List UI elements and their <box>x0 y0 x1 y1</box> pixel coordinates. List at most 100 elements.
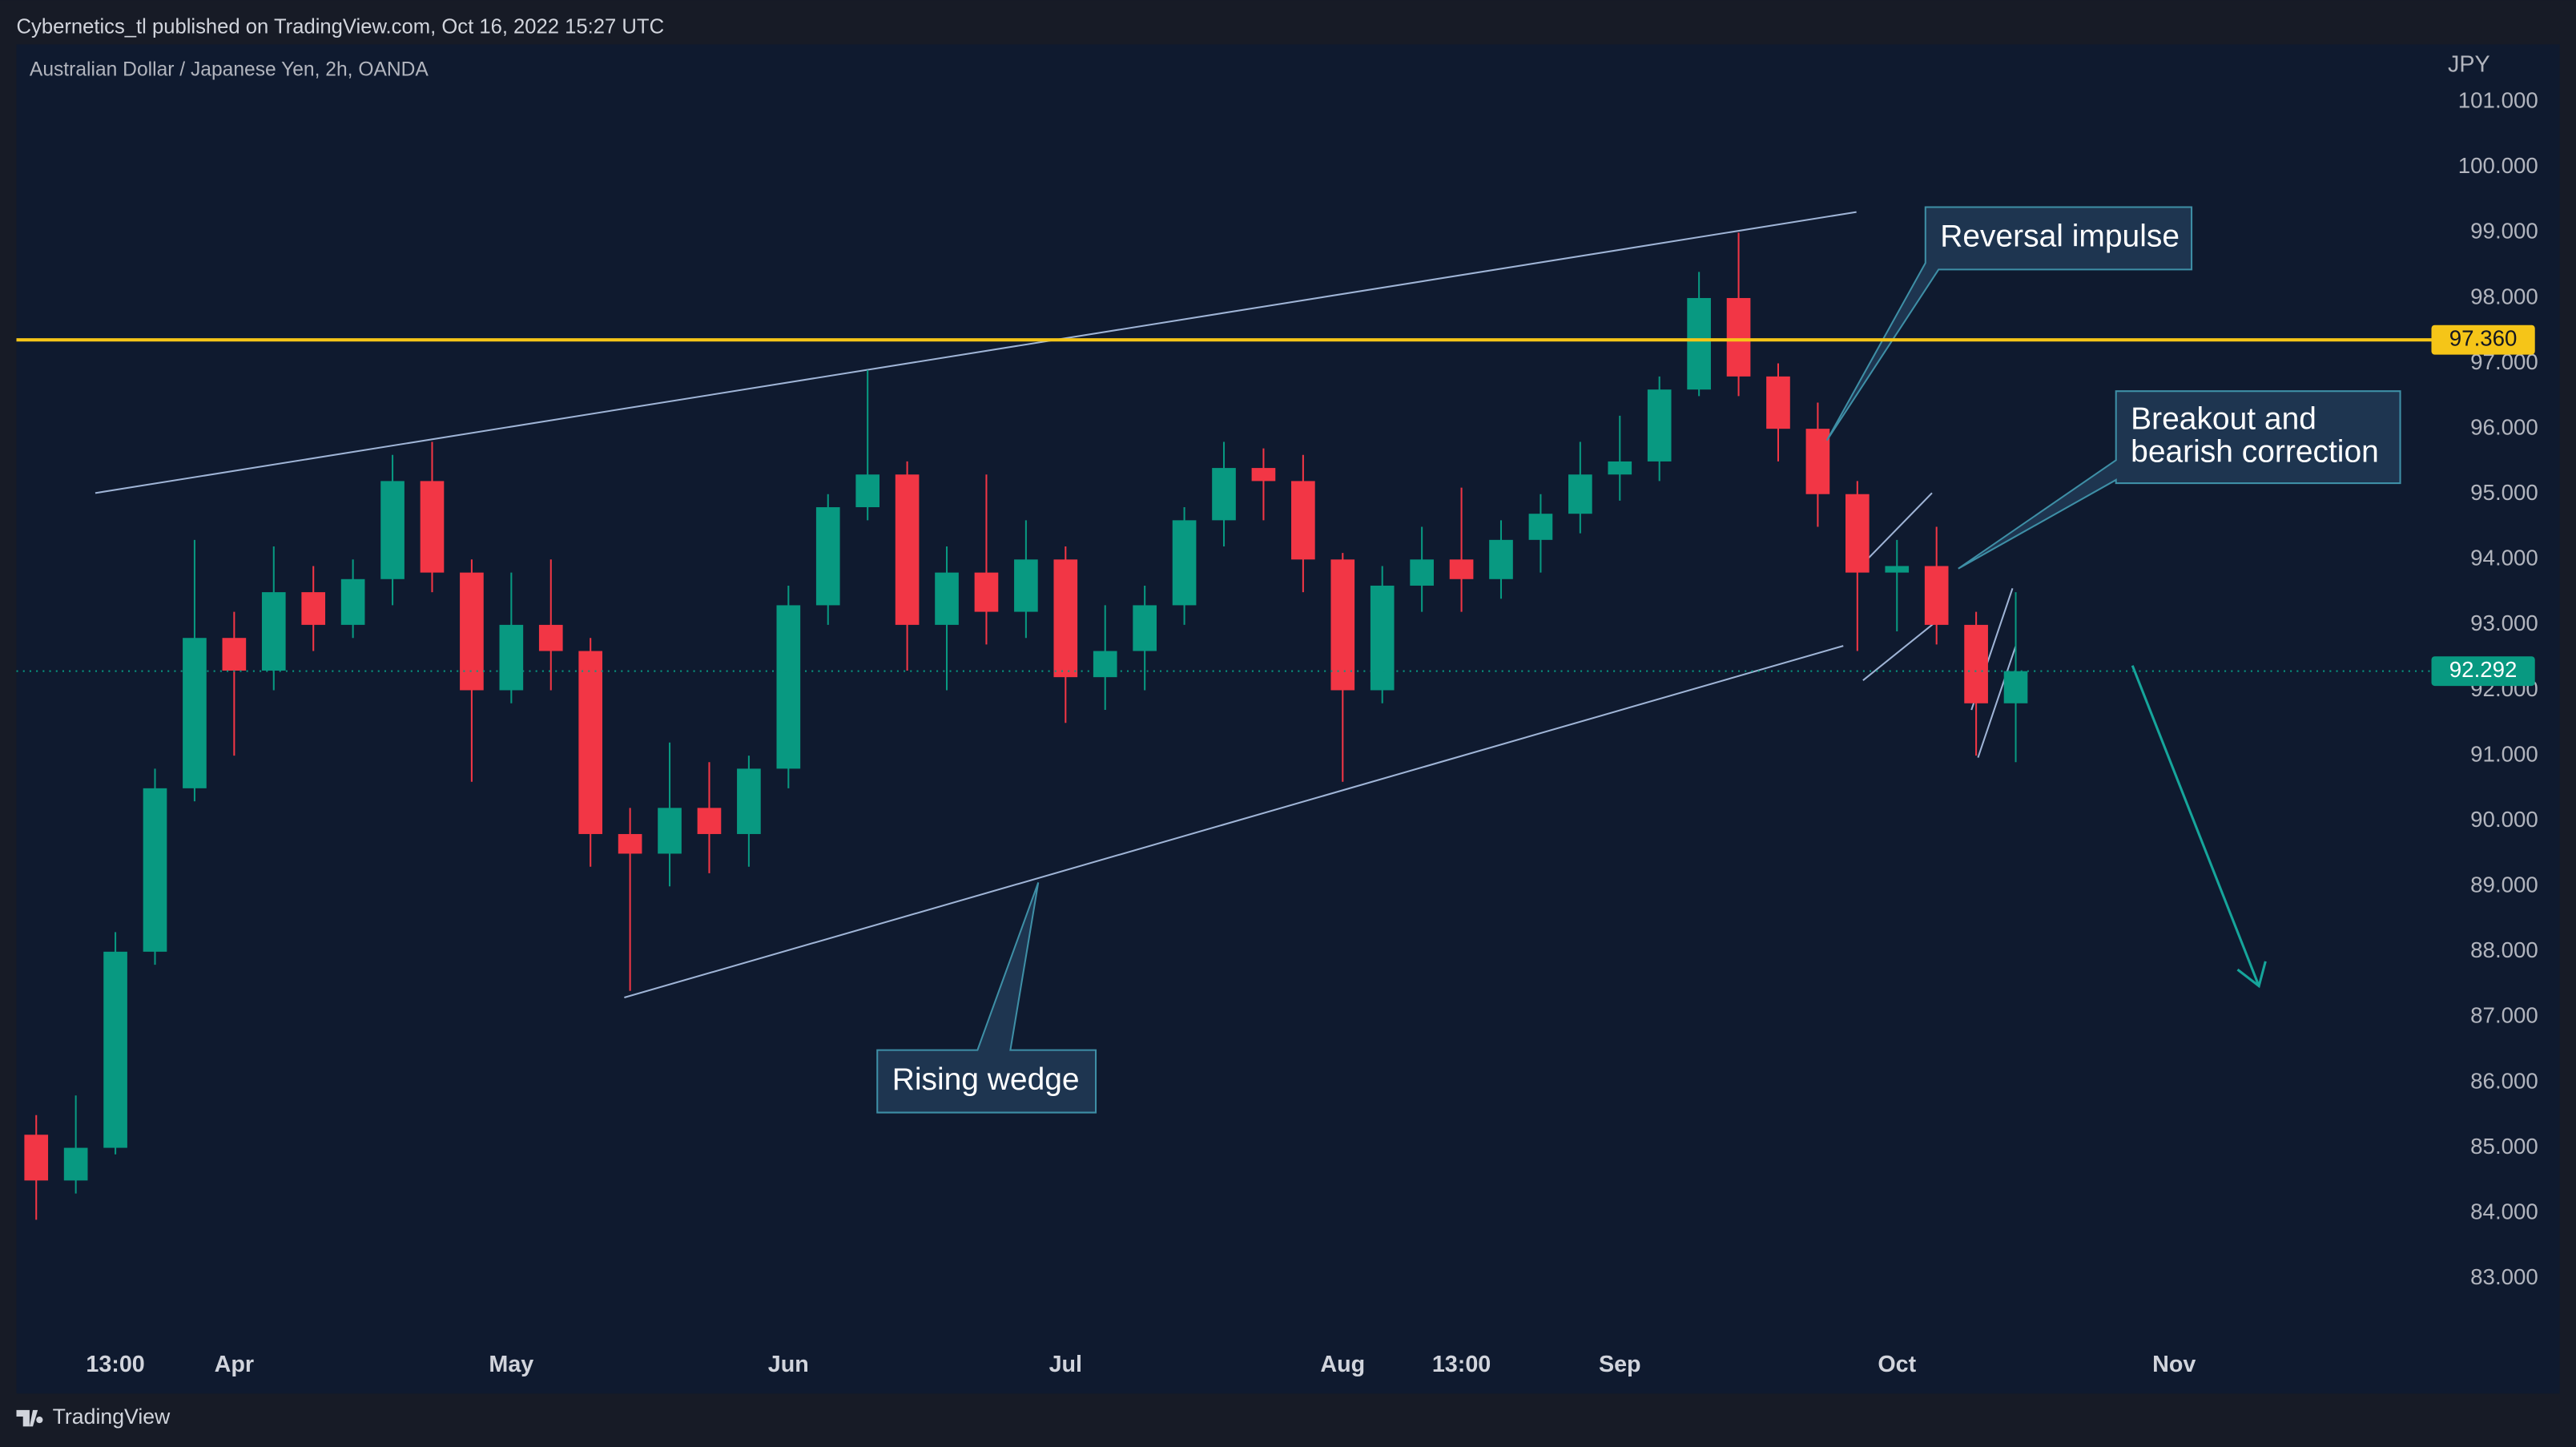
candle-body <box>63 1147 88 1181</box>
callout-text: Breakout and <box>2131 401 2316 436</box>
callout-box <box>876 882 1097 1114</box>
y-tick-label: 98.000 <box>2470 284 2538 308</box>
level-tag-label: 97.360 <box>2449 325 2518 350</box>
y-tick-label: 93.000 <box>2470 611 2538 635</box>
level-tag <box>2431 324 2535 355</box>
candle-body <box>420 481 445 573</box>
y-tick-label: 100.000 <box>2458 153 2538 178</box>
candle-body <box>1687 297 1711 390</box>
logo-icon <box>16 1409 43 1427</box>
x-tick-label: 13:00 <box>86 1352 144 1377</box>
symbol-title: Australian Dollar / Japanese Yen, 2h, OA… <box>30 59 429 81</box>
y-tick-label: 84.000 <box>2470 1199 2538 1223</box>
candle-body <box>1885 566 1910 573</box>
y-tick-label: 83.000 <box>2470 1264 2538 1289</box>
candle-body <box>340 578 365 625</box>
candle-body <box>1172 520 1197 606</box>
y-tick-label: 94.000 <box>2470 546 2538 570</box>
y-tick-label: 99.000 <box>2470 219 2538 244</box>
flag-line <box>1977 645 2017 758</box>
x-tick-label: Jun <box>768 1352 809 1377</box>
candle-body <box>499 624 524 691</box>
last-price-tag-label: 92.292 <box>2449 657 2518 682</box>
currency-label: JPY <box>2448 52 2490 78</box>
candle-body <box>1291 481 1315 560</box>
forecast-arrow <box>2131 665 2267 989</box>
candle-body <box>578 651 603 834</box>
x-tick-label: Jul <box>1049 1352 1082 1377</box>
arrow-head <box>2236 961 2267 989</box>
candle-body <box>1449 559 1474 579</box>
callout-text: bearish correction <box>2131 434 2379 469</box>
callout-box <box>1825 206 2193 441</box>
flag-line <box>1862 619 1939 681</box>
x-tick-label: May <box>489 1352 533 1377</box>
candle-body <box>1014 559 1038 612</box>
candle-body <box>24 1135 49 1181</box>
arrow-shaft <box>2131 665 2260 987</box>
candle-body <box>697 808 722 834</box>
candle-body <box>935 572 959 625</box>
candle-body <box>895 474 920 625</box>
candle-body <box>1251 468 1276 482</box>
y-tick-label: 101.000 <box>2458 88 2538 113</box>
candle-body <box>460 572 484 691</box>
y-tick-label: 91.000 <box>2470 741 2538 766</box>
callout-box <box>1958 390 2401 570</box>
y-tick-label: 87.000 <box>2470 1003 2538 1028</box>
candle-body <box>1845 494 1870 573</box>
candle-body <box>261 592 286 671</box>
y-tick-label: 89.000 <box>2470 873 2538 897</box>
x-tick-label: Sep <box>1599 1352 1641 1377</box>
candle-body <box>658 808 682 854</box>
callout-text: Rising wedge <box>892 1062 1080 1097</box>
candle-body <box>815 507 840 606</box>
y-tick-label: 85.000 <box>2470 1134 2538 1159</box>
candle-body <box>1805 429 1830 494</box>
plot <box>24 232 2028 1220</box>
y-tick-label: 88.000 <box>2470 937 2538 962</box>
x-tick-label: Aug <box>1320 1352 1365 1377</box>
candle-body <box>1133 605 1157 651</box>
candle-body <box>1053 559 1078 678</box>
candle-body <box>301 592 326 625</box>
candle-body <box>1212 468 1236 521</box>
y-tick-label: 86.000 <box>2470 1068 2538 1093</box>
candle-body <box>1093 651 1117 678</box>
x-tick-label: Oct <box>1878 1352 1916 1377</box>
x-tick-label: Apr <box>215 1352 254 1377</box>
candle-body <box>618 833 642 854</box>
last-price-tag <box>2431 656 2535 687</box>
trend-line <box>624 645 1844 998</box>
candle-body <box>380 481 405 579</box>
candle-body <box>737 768 761 834</box>
x-tick-label: 13:00 <box>1432 1352 1491 1377</box>
y-tick-label: 95.000 <box>2470 480 2538 505</box>
candle-body <box>1370 585 1395 691</box>
candle-body <box>1568 474 1592 514</box>
candle-body <box>1489 539 1513 579</box>
candle-body <box>2003 671 2028 703</box>
candle-body <box>1647 389 1672 462</box>
y-tick-label: 90.000 <box>2470 807 2538 832</box>
candle-body <box>1924 566 1949 625</box>
callout-text: Reversal impulse <box>1940 220 2180 254</box>
candle-body <box>1964 624 1988 703</box>
candle-body <box>103 951 127 1148</box>
candle-body <box>1410 559 1434 586</box>
flag-line <box>1862 492 1933 565</box>
candle-body <box>1726 297 1751 377</box>
header: Cybernetics_tl published on TradingView.… <box>17 16 665 38</box>
candle-body <box>1766 376 1790 429</box>
y-tick-label: 96.000 <box>2470 414 2538 439</box>
candle-body <box>1608 461 1632 475</box>
candle-body <box>538 624 563 651</box>
candle-body <box>1528 514 1553 540</box>
candle-body <box>143 788 167 952</box>
candle-body <box>183 638 207 788</box>
trend-line <box>95 211 1857 494</box>
footer-brand: TradingView <box>53 1405 171 1429</box>
x-tick-label: Nov <box>2152 1352 2196 1377</box>
callouts <box>876 206 2401 1114</box>
